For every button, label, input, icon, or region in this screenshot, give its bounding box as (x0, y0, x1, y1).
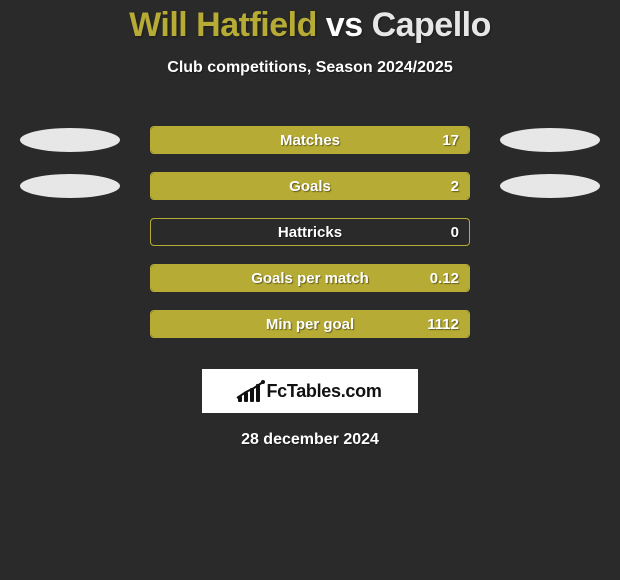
player2-name: Capello (372, 6, 491, 44)
stat-bar: Hattricks0 (150, 218, 470, 246)
stat-bar-fill (151, 311, 469, 337)
stat-row: Hattricks0 (10, 209, 610, 255)
player1-name: Will Hatfield (129, 6, 317, 44)
comparison-chart: Matches17 Goals2 Hattricks0 Goals per match… (0, 117, 620, 347)
stat-bar: Min per goal1112 (150, 310, 470, 338)
stat-bar-fill (151, 265, 469, 291)
stat-bar: Goals per match0.12 (150, 264, 470, 292)
snapshot-date: 28 december 2024 (0, 431, 620, 449)
player1-marker (20, 174, 120, 198)
stat-bar-fill (151, 127, 469, 153)
stat-value: 0 (451, 224, 459, 241)
stat-bar-fill (151, 173, 469, 199)
brand-text: FcTables.com (266, 381, 381, 402)
stat-bar: Goals2 (150, 172, 470, 200)
player2-marker (500, 128, 600, 152)
brand-chart-icon (238, 380, 260, 402)
stat-row: Matches17 (10, 117, 610, 163)
stat-row: Min per goal1112 (10, 301, 610, 347)
stat-row: Goals per match0.12 (10, 255, 610, 301)
page-title: Will Hatfield vs Capello (0, 0, 620, 45)
subtitle: Club competitions, Season 2024/2025 (0, 59, 620, 77)
stat-row: Goals2 (10, 163, 610, 209)
brand-badge: FcTables.com (202, 369, 418, 413)
vs-separator: vs (317, 6, 372, 44)
player2-marker (500, 174, 600, 198)
player1-marker (20, 128, 120, 152)
stat-bar: Matches17 (150, 126, 470, 154)
stat-label: Hattricks (151, 224, 469, 241)
